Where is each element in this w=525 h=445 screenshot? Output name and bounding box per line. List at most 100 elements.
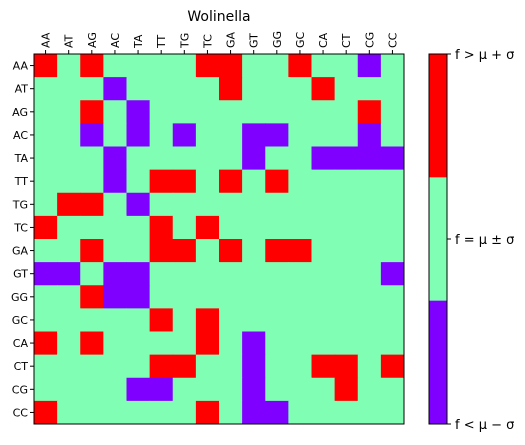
heatmap-cell-AC-TT [149,123,174,147]
heatmap-cell-GG-GA [219,285,243,309]
heatmap-cell-TG-AC [103,192,127,217]
heatmap-cell-CT-GG [265,354,289,379]
heatmap-cell-TC-AT [57,215,81,240]
heatmap-cell-CT-AT [57,354,81,379]
heatmap-cell-TT-TA [126,169,151,194]
heatmap-cell-CT-GT [242,354,266,379]
heatmap-cell-CG-TA [126,377,151,402]
heatmap-cell-AT-AC [103,77,127,101]
heatmap-cell-GA-CC [380,239,405,263]
heatmap-cell-AA-CC [380,54,405,78]
heatmap-cell-CA-CT [334,331,359,356]
heatmap-cell-CA-AC [103,331,127,356]
heatmap-cell-CG-TT [149,377,174,402]
heatmap-cell-CT-AG [80,354,104,379]
heatmap-cell-GG-AC [103,285,127,309]
heatmap-cell-GC-TA [126,308,151,332]
heatmap-cell-GT-GT [242,262,266,286]
heatmap-cell-TT-CT [334,169,359,194]
y-axis-ticks: AA AT AG AC TA TT TG TC GA GT GG GC CA CT CG CC [11,60,34,419]
heatmap-cell-AA-GC [288,54,312,78]
heatmap-cell-CA-AT [57,331,81,356]
heatmap-cell-AC-GA [219,123,243,147]
heatmap-cell-GT-GA [219,262,243,286]
heatmap-cell-CG-CA [311,377,336,402]
heatmap-cell-GG-GG [265,285,289,309]
colorbar-segment-high [429,54,447,178]
heatmap-cell-AT-CG [357,77,382,101]
heatmap-cell-CG-CG [357,377,382,402]
heatmap-cell-CC-GT [242,400,266,425]
y-tick-label: TA [14,152,29,165]
heatmap-cell-CA-CG [357,331,382,356]
heatmap-cell-AT-TA [126,77,151,101]
x-tick-label: CG [363,32,376,48]
heatmap-cell-AG-GA [219,100,243,124]
heatmap-cell-GT-CA [311,262,336,286]
heatmap-cell-TG-TC [195,192,220,217]
y-tick-label: GA [12,245,29,258]
heatmap-cell-TT-AG [80,169,104,194]
heatmap-cell-GT-AA [34,262,58,286]
heatmap-cell-AG-TT [149,100,174,124]
heatmap-cell-GC-TC [195,308,220,332]
heatmap-cell-CG-AC [103,377,127,402]
heatmap-cell-CT-CA [311,354,336,379]
heatmap-cell-TA-AA [34,146,58,171]
heatmap-cell-AG-GG [265,100,289,124]
heatmap-cell-AG-AC [103,100,127,124]
heatmap-cell-TG-CC [380,192,405,217]
heatmap-cell-CC-CC [380,400,405,425]
heatmap-cell-TA-AC [103,146,127,171]
heatmap-cell-GA-GA [219,239,243,263]
heatmap-cell-AC-CA [311,123,336,147]
x-tick-label: AT [63,34,76,48]
heatmap-cell-AG-TG [172,100,197,124]
heatmap-cell-AC-TG [172,123,197,147]
heatmap-cell-CA-GA [219,331,243,356]
heatmap-cell-TC-TC [195,215,220,240]
heatmap-cell-CG-CT [334,377,359,402]
heatmap-cell-AA-AA [34,54,58,78]
colorbar: f > μ + σ f = μ ± σ f < μ − σ [428,48,514,433]
heatmap-cell-CT-GA [219,354,243,379]
heatmap-cell-GT-GC [288,262,312,286]
heatmap-cell-CA-TG [172,331,197,356]
heatmap-cell-TA-CA [311,146,336,171]
heatmap-cell-CG-CC [380,377,405,402]
y-tick-label: TT [14,175,29,188]
heatmap-cell-TC-TT [149,215,174,240]
y-tick-label: AG [12,106,28,119]
heatmap-cell-CC-TA [126,400,151,425]
x-tick-label: CC [386,32,399,48]
heatmap-cell-AA-AT [57,54,81,78]
heatmap-cell-GC-GG [265,308,289,332]
heatmap-cell-CC-TC [195,400,220,425]
x-tick-label: TG [178,33,191,49]
heatmap-cell-TA-GA [219,146,243,171]
heatmap-cell-TT-GA [219,169,243,194]
heatmap-cell-GG-AT [57,285,81,309]
heatmap-cell-GT-TT [149,262,174,286]
x-tick-label: GG [271,31,284,48]
heatmap-cell-CC-TG [172,400,197,425]
heatmap-cell-AA-TG [172,54,197,78]
heatmap-cell-CC-AA [34,400,58,425]
heatmap-cell-GG-GT [242,285,266,309]
heatmap-cell-GT-TG [172,262,197,286]
heatmap-cell-CT-TA [126,354,151,379]
heatmap-cell-GC-CC [380,308,405,332]
heatmap-cell-TG-CA [311,192,336,217]
heatmap-cell-TG-AA [34,192,58,217]
x-tick-label: TC [201,34,214,49]
heatmap-cell-TC-CA [311,215,336,240]
heatmap-cell-GG-CA [311,285,336,309]
heatmap-cell-AT-GC [288,77,312,101]
heatmap-cell-GA-GC [288,239,312,263]
heatmap-cell-AA-CG [357,54,382,78]
heatmap-cell-TC-CC [380,215,405,240]
y-tick-label: CA [13,337,29,350]
heatmap-cell-CA-TT [149,331,174,356]
heatmap-cell-AG-AA [34,100,58,124]
